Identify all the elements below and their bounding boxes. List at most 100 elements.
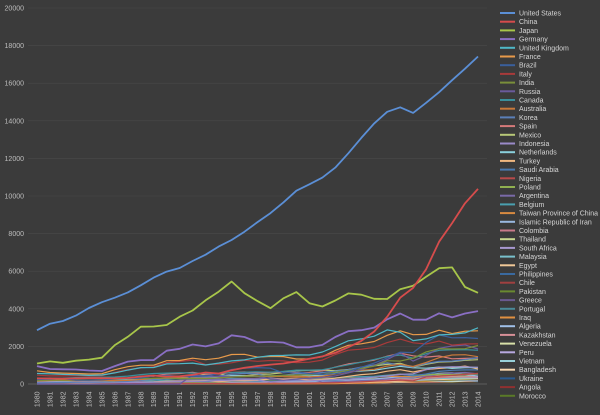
legend-item: Canada <box>500 98 544 105</box>
series-lines <box>36 55 479 385</box>
series-line-united-kingdom <box>36 327 479 376</box>
legend-label: Venezuela <box>519 341 552 348</box>
y-tick-label: 8000 <box>8 231 24 238</box>
legend-label: Vietnam <box>519 359 545 366</box>
x-tick-label: 1983 <box>73 391 80 407</box>
legend-label: Argentina <box>519 193 549 200</box>
x-tick-label: 2010 <box>424 391 431 407</box>
x-tick-label: 1991 <box>177 391 184 407</box>
legend-item: Korea <box>500 115 538 122</box>
legend-label: Poland <box>519 185 541 192</box>
legend-label: Mexico <box>519 132 541 139</box>
x-tick-label: 1985 <box>99 391 106 407</box>
legend-item: India <box>500 80 534 87</box>
x-tick-label: 2008 <box>398 391 405 407</box>
legend-item: Philippines <box>500 272 553 279</box>
y-tick-label: 16000 <box>5 81 25 88</box>
x-tick-label: 1984 <box>86 391 93 407</box>
series-line-china <box>36 188 479 380</box>
legend-item: Thailand <box>500 237 546 244</box>
y-tick-label: 18000 <box>5 43 25 50</box>
legend-item: Brazil <box>500 63 537 70</box>
legend-label: Korea <box>519 115 538 122</box>
legend-label: China <box>519 19 537 26</box>
x-tick-label: 2002 <box>320 391 327 407</box>
x-tick-label: 2009 <box>411 391 418 407</box>
x-tick-label: 1990 <box>164 391 171 407</box>
legend-item: South Africa <box>500 245 557 252</box>
legend-label: Italy <box>519 71 532 78</box>
y-tick-label: 10000 <box>5 194 25 201</box>
legend-item: Spain <box>500 124 537 131</box>
x-tick-label: 1994 <box>216 391 223 407</box>
legend-item: United Kingdom <box>500 45 569 52</box>
legend-label: Brazil <box>519 63 537 70</box>
legend-label: Netherlands <box>519 150 557 157</box>
x-tick-label: 2005 <box>359 391 366 407</box>
series-line-korea <box>36 356 479 384</box>
x-tick-label: 1992 <box>190 391 197 407</box>
legend-label: Philippines <box>519 272 553 279</box>
legend-label: Spain <box>519 124 537 131</box>
legend-label: Malaysia <box>519 254 547 261</box>
legend-label: United States <box>519 11 562 18</box>
legend-item: Chile <box>500 280 535 287</box>
y-tick-label: 12000 <box>5 156 25 163</box>
y-tick-label: 2000 <box>8 344 24 351</box>
legend-item: Australia <box>500 106 546 113</box>
legend-label: Greece <box>519 298 542 305</box>
legend-item: Italy <box>500 71 532 78</box>
legend-label: Indonesia <box>519 141 549 148</box>
legend-label: Bangladesh <box>519 367 556 374</box>
legend-item: Peru <box>500 350 534 357</box>
legend-label: Angola <box>519 385 541 392</box>
legend-label: France <box>519 54 541 61</box>
legend-label: Turkey <box>519 158 541 165</box>
y-tick-label: 6000 <box>8 269 24 276</box>
y-tick-label: 14000 <box>5 118 25 125</box>
x-tick-label: 1986 <box>112 391 119 407</box>
y-tick-label: 0 <box>20 382 24 389</box>
legend-label: Islamic Republic of Iran <box>519 219 592 226</box>
legend-item: Vietnam <box>500 359 545 366</box>
legend-item: Egypt <box>500 263 537 270</box>
legend-label: India <box>519 80 534 87</box>
x-tick-label: 2001 <box>307 391 314 407</box>
x-tick-label: 1999 <box>281 391 288 407</box>
legend-label: Morocco <box>519 393 546 400</box>
legend-label: Pakistan <box>519 289 546 296</box>
legend-label: Algeria <box>519 324 541 331</box>
x-tick-label: 1995 <box>229 391 236 407</box>
y-tick-label: 4000 <box>8 306 24 313</box>
legend-item: Colombia <box>500 228 549 235</box>
legend-item: Islamic Republic of Iran <box>500 219 592 226</box>
legend-label: Russia <box>519 89 541 96</box>
legend-label: Kazakhstan <box>519 332 556 339</box>
legend-item: Bangladesh <box>500 367 556 374</box>
x-tick-label: 1987 <box>125 391 132 407</box>
legend-item: France <box>500 54 541 61</box>
legend-label: Colombia <box>519 228 549 235</box>
legend-label: South Africa <box>519 245 557 252</box>
x-axis-ticks: 1980 1981 1982 1983 1984 1985 1986 1987 1988 1989… <box>35 391 483 407</box>
legend-item: Iraq <box>500 315 531 322</box>
series-line-united-states <box>36 55 479 332</box>
x-tick-label: 2000 <box>294 391 301 407</box>
legend-label: Peru <box>519 350 534 357</box>
x-tick-label: 2013 <box>463 391 470 407</box>
legend-label: Egypt <box>519 263 537 270</box>
legend-item: Venezuela <box>500 341 552 348</box>
x-tick-label: 2004 <box>346 391 353 407</box>
legend-item: Portugal <box>500 306 546 313</box>
legend-item: Poland <box>500 185 541 192</box>
legend-label: Belgium <box>519 202 544 209</box>
x-tick-label: 1982 <box>60 391 67 407</box>
legend-item: Netherlands <box>500 150 557 157</box>
x-tick-label: 2003 <box>333 391 340 407</box>
x-tick-label: 1988 <box>138 391 145 407</box>
legend-item: Saudi Arabia <box>500 167 559 174</box>
legend-item: Ukraine <box>500 376 543 383</box>
